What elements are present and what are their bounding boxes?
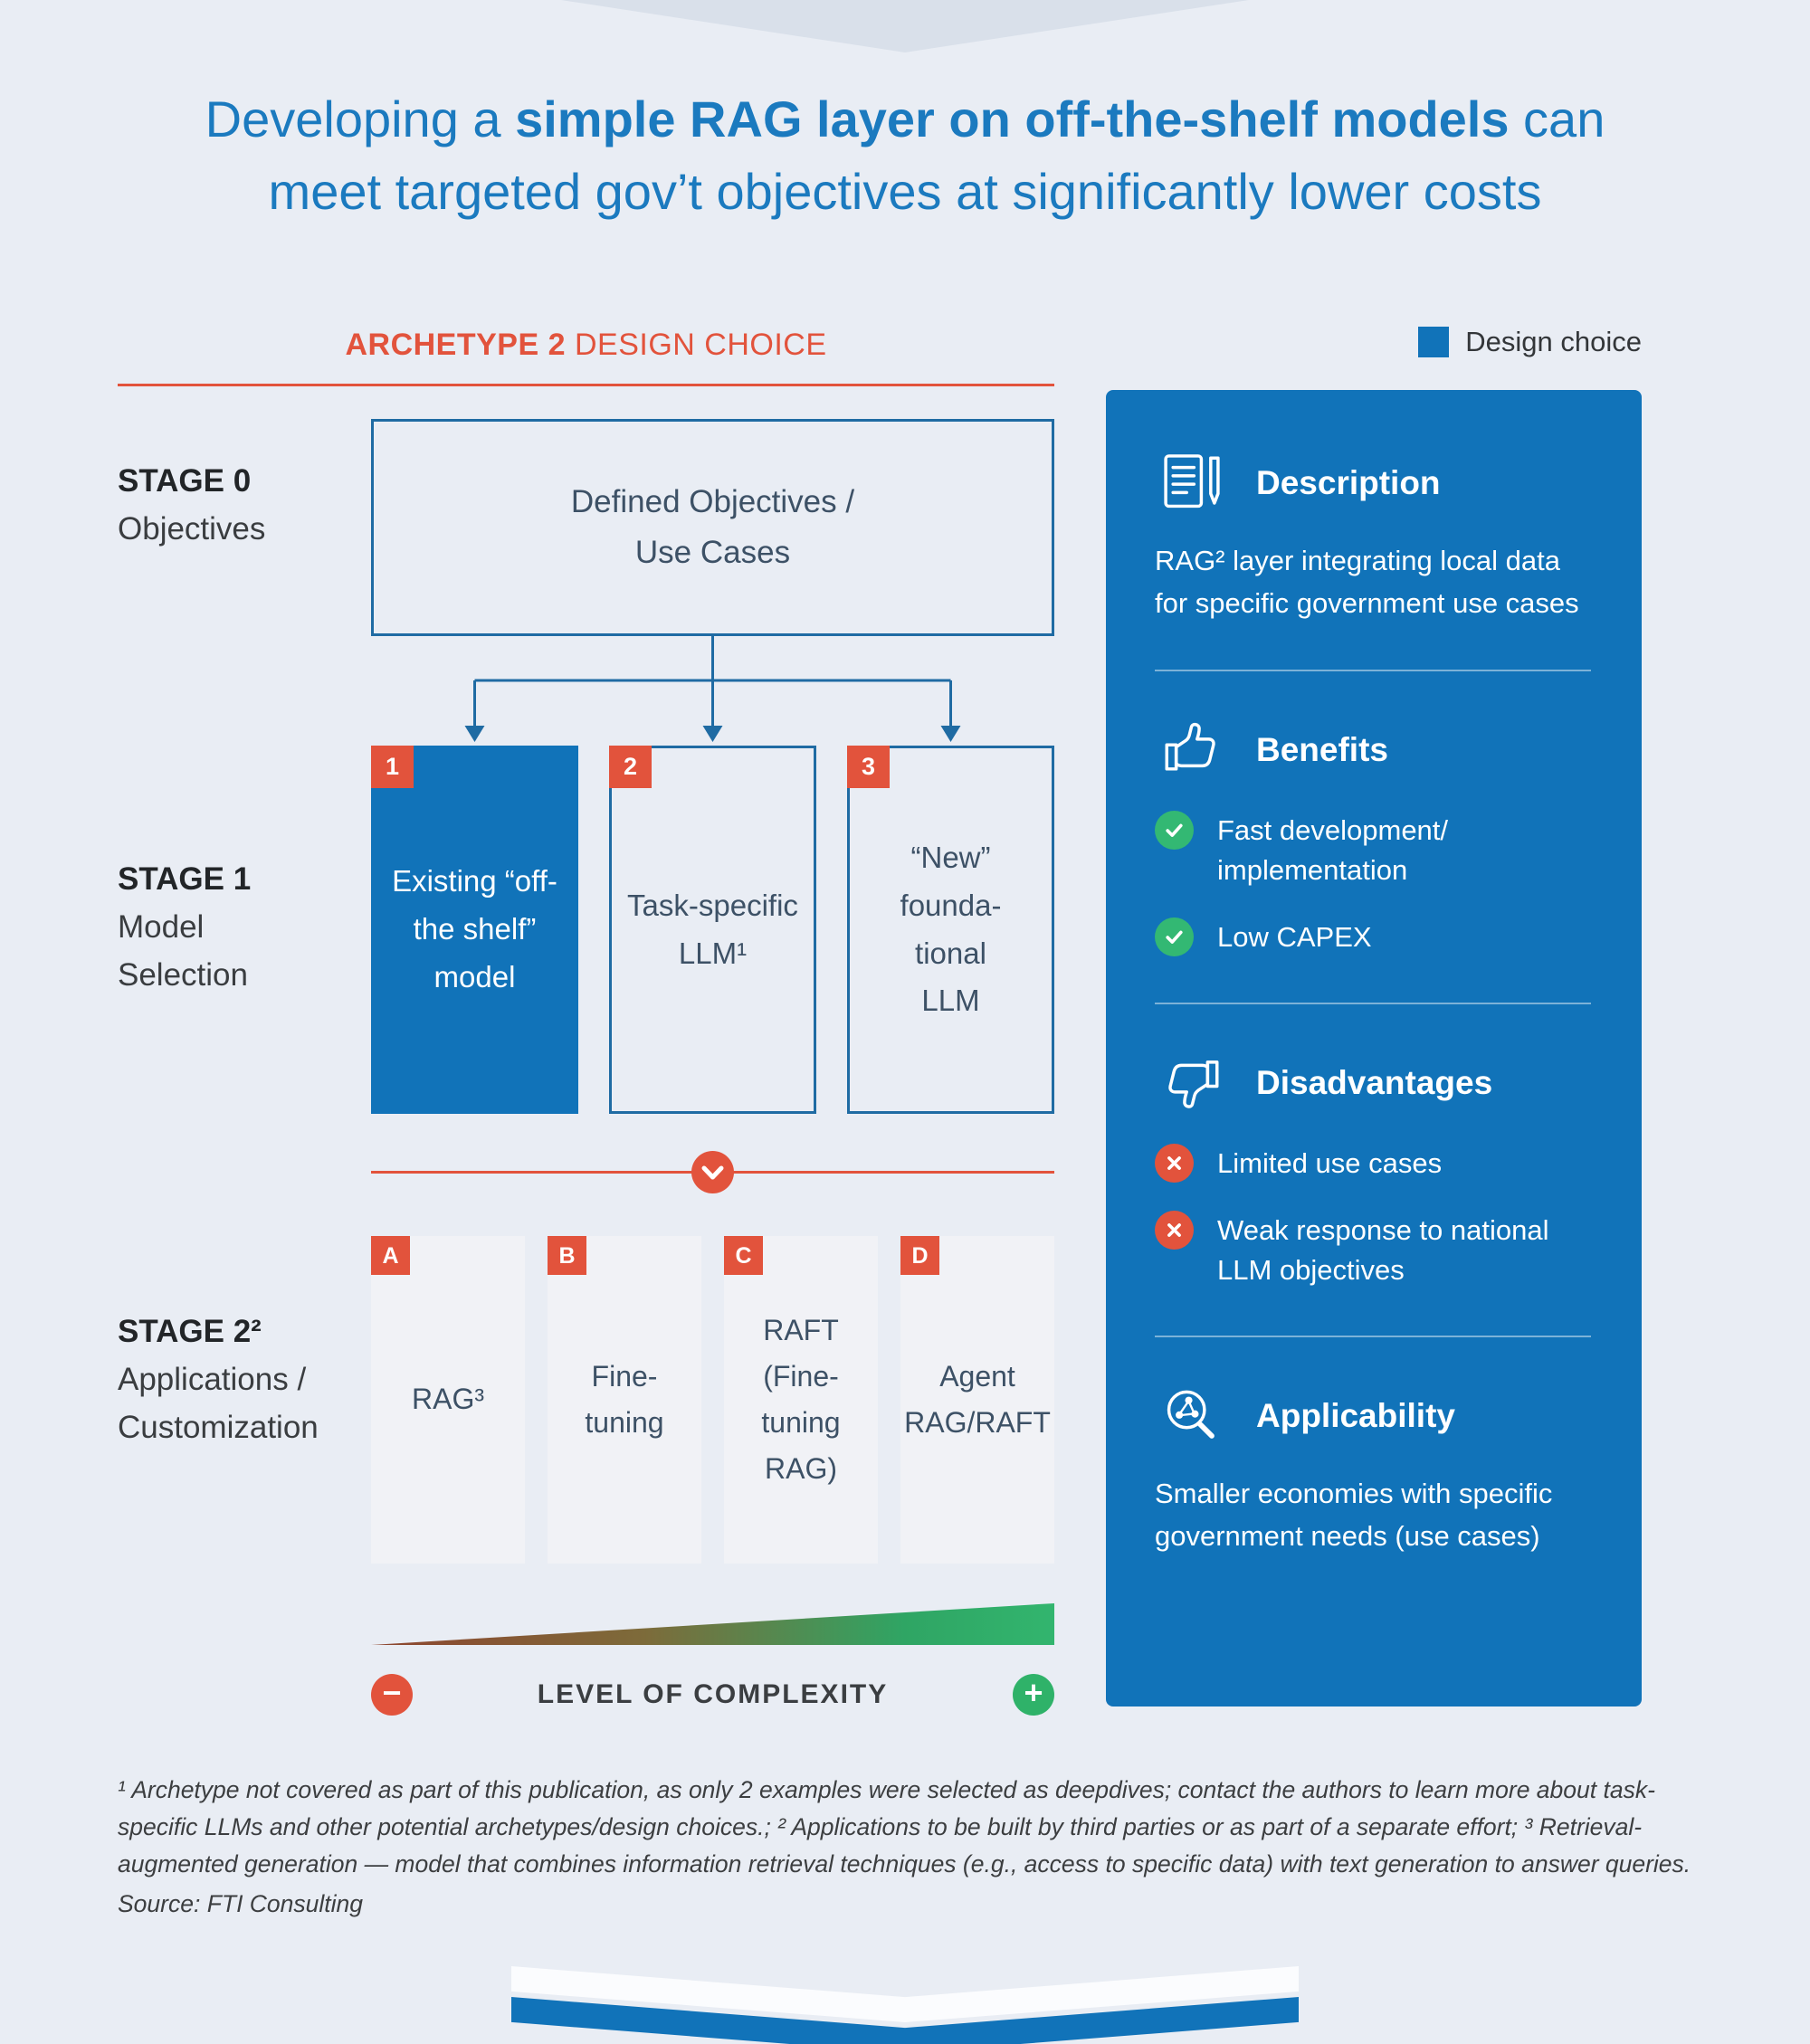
benefits-section: Benefits Fast development/ implementatio… (1155, 717, 1591, 957)
disadvantage-text: Weak response to national LLM objectives (1217, 1214, 1549, 1287)
applicability-body: Smaller economies with specific governme… (1155, 1478, 1553, 1552)
document-pencil-icon (1155, 450, 1229, 517)
objectives-box: Defined Objectives / Use Cases (371, 419, 1054, 636)
panel-divider (1155, 1336, 1591, 1338)
stage2-label: STAGE 2² Applications / Customization (118, 1307, 362, 1452)
thumbs-up-icon (1155, 717, 1229, 784)
panel-divider (1155, 1003, 1591, 1005)
benefit-item: Low CAPEX (1155, 917, 1591, 957)
x-icon (1155, 1211, 1194, 1250)
magnifier-network-icon (1155, 1383, 1229, 1450)
complexity-row: − LEVEL OF COMPLEXITY + (371, 1674, 1054, 1716)
application-box-rag: A RAG³ (371, 1236, 525, 1564)
benefit-item: Fast development/ implementation (1155, 811, 1591, 890)
stage0-title: STAGE 0 (118, 463, 252, 499)
footnote-text: ¹ Archetype not covered as part of this … (118, 1776, 1691, 1878)
stage1-label: STAGE 1 Model Selection (118, 855, 362, 1000)
thumbs-down-icon (1155, 1050, 1229, 1117)
application-box-fine-tuning: B Fine- tuning (548, 1236, 701, 1564)
application-box-c-label: RAFT (Fine- tuning RAG) (761, 1313, 841, 1486)
title-text-2: can (1509, 90, 1605, 147)
description-title: Description (1256, 464, 1441, 501)
model-box-1-label: Existing “off- the shelf” model (392, 864, 557, 993)
disadvantages-list: Limited use cases Weak response to natio… (1155, 1144, 1591, 1290)
disadvantage-text: Limited use cases (1217, 1147, 1443, 1180)
disadvantages-section: Disadvantages Limited use cases Weak res… (1155, 1050, 1591, 1290)
applicability-section: Applicability Smaller economies with spe… (1155, 1383, 1591, 1557)
application-box-d-label: Agent RAG/RAFT (904, 1359, 1051, 1439)
benefits-title: Benefits (1256, 731, 1388, 768)
benefit-text: Low CAPEX (1217, 921, 1372, 954)
page-title: Developing a simple RAG layer on off-the… (109, 83, 1701, 227)
description-section: Description RAG² layer integrating local… (1155, 450, 1591, 624)
design-choice-legend: Design choice (1418, 326, 1642, 358)
description-body: RAG² layer integrating local data for sp… (1155, 545, 1579, 619)
application-box-agent-rag-raft: D Agent RAG/RAFT (900, 1236, 1054, 1564)
benefits-list: Fast development/ implementation Low CAP… (1155, 811, 1591, 957)
footnotes: ¹ Archetype not covered as part of this … (118, 1772, 1697, 1923)
plus-icon: + (1012, 1674, 1054, 1716)
application-box-b-label: Fine- tuning (585, 1359, 664, 1439)
benefit-text: Fast development/ implementation (1217, 814, 1449, 887)
title-line-2: meet targeted gov’t objectives at signif… (268, 162, 1542, 220)
check-icon (1155, 811, 1194, 850)
stage0-label: STAGE 0 Objectives (118, 457, 362, 553)
model-box-existing-off-the-shelf: 1 Existing “off- the shelf” model (371, 746, 578, 1114)
complexity-label: LEVEL OF COMPLEXITY (537, 1679, 889, 1709)
stage1-title: STAGE 1 (118, 861, 252, 897)
disadvantage-item: Weak response to national LLM objectives (1155, 1211, 1591, 1290)
stage2-title: STAGE 2² (118, 1314, 262, 1349)
applicability-title: Applicability (1256, 1397, 1455, 1435)
model-box-3-badge: 3 (847, 746, 890, 788)
model-box-new-foundational-llm: 3 “New” founda- tional LLM (847, 746, 1054, 1114)
model-box-2-label: Task-specific LLM¹ (627, 888, 798, 970)
stage0-subtitle: Objectives (118, 511, 266, 547)
archetype-subheading: DESIGN CHOICE (574, 328, 827, 362)
disadvantage-item: Limited use cases (1155, 1144, 1591, 1184)
archetype-number: ARCHETYPE 2 (345, 328, 567, 362)
disadvantages-title: Disadvantages (1256, 1064, 1493, 1102)
title-text-1: Developing a (205, 90, 516, 147)
application-box-b-badge: B (548, 1236, 586, 1275)
top-chevron-decoration (561, 0, 1249, 52)
design-choice-detail-panel: Description RAG² layer integrating local… (1106, 390, 1642, 1707)
x-icon (1155, 1144, 1194, 1184)
model-box-2-badge: 2 (609, 746, 652, 788)
application-box-a-label: RAG³ (412, 1383, 484, 1416)
application-box-d-badge: D (900, 1236, 939, 1275)
source-line: Source: FTI Consulting (118, 1890, 364, 1918)
title-text-bold: simple RAG layer on off-the-shelf models (515, 90, 1510, 147)
chevron-down-icon (691, 1151, 734, 1193)
stage2-subtitle: Applications / Customization (118, 1362, 319, 1446)
check-icon (1155, 917, 1194, 957)
model-box-3-label: “New” founda- tional LLM (900, 840, 1002, 1018)
panel-divider (1155, 670, 1591, 671)
application-box-a-badge: A (371, 1236, 410, 1275)
application-box-raft: C RAFT (Fine- tuning RAG) (724, 1236, 878, 1564)
archetype-heading: ARCHETYPE 2 DESIGN CHOICE (118, 328, 1054, 363)
flow-connector-arrows (464, 633, 961, 742)
stage1-subtitle: Model Selection (118, 909, 248, 993)
design-choice-swatch-icon (1418, 327, 1450, 357)
minus-icon: − (371, 1674, 413, 1716)
model-box-task-specific-llm: 2 Task-specific LLM¹ (609, 746, 816, 1114)
design-choice-label: Design choice (1465, 326, 1642, 357)
model-box-1-badge: 1 (371, 746, 414, 788)
archetype-underline (118, 384, 1054, 386)
application-box-c-badge: C (724, 1236, 763, 1275)
complexity-gradient-wedge (371, 1602, 1054, 1645)
